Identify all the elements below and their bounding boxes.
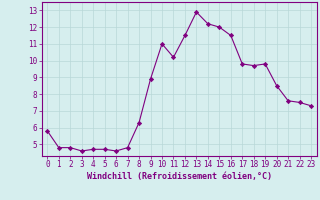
X-axis label: Windchill (Refroidissement éolien,°C): Windchill (Refroidissement éolien,°C) bbox=[87, 172, 272, 181]
